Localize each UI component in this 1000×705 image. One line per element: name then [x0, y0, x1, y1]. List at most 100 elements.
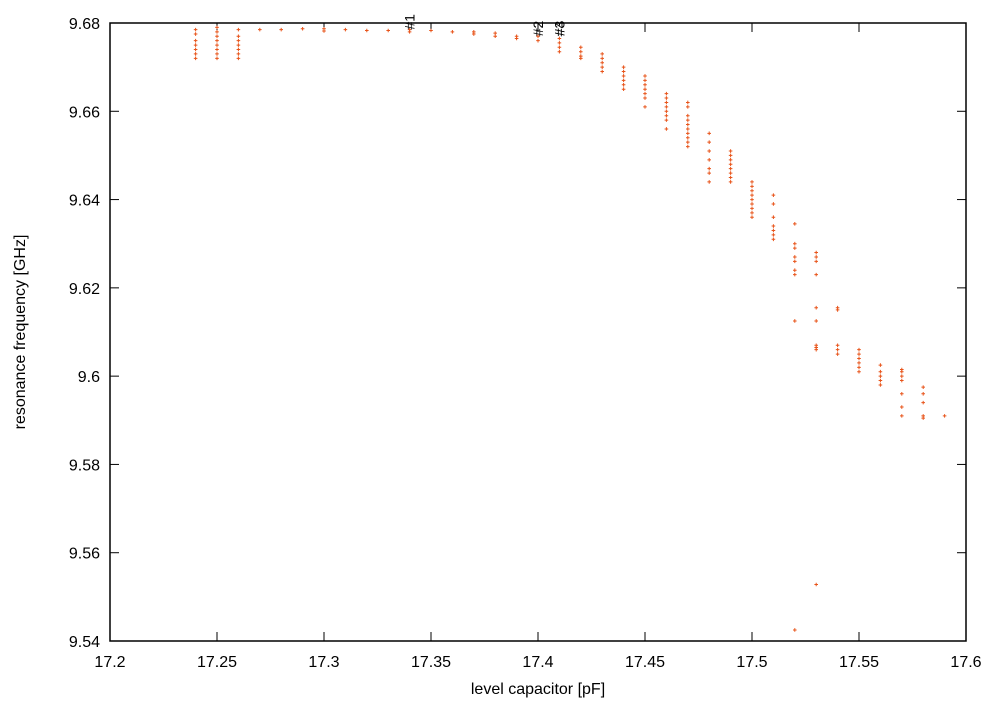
point	[921, 392, 925, 396]
point	[878, 378, 883, 383]
point	[750, 206, 754, 211]
point	[814, 305, 818, 310]
point	[707, 158, 711, 162]
annotation: #3	[551, 20, 567, 36]
point	[728, 162, 733, 167]
point	[193, 38, 198, 43]
point	[771, 224, 776, 228]
point	[728, 175, 733, 180]
point	[793, 222, 797, 226]
point	[215, 52, 219, 56]
point	[728, 166, 733, 171]
point	[557, 45, 562, 50]
point	[835, 343, 840, 348]
point	[750, 211, 754, 215]
point	[472, 32, 476, 36]
point	[921, 385, 925, 389]
y-tick-label: 9.6	[78, 369, 100, 386]
point	[557, 41, 562, 45]
point	[664, 105, 669, 109]
point	[793, 628, 797, 632]
x-tick-label: 17.55	[839, 654, 879, 671]
point	[793, 246, 797, 250]
point	[215, 56, 219, 61]
point	[536, 38, 540, 43]
point	[686, 127, 690, 131]
point	[429, 28, 433, 33]
point	[450, 30, 455, 34]
point	[878, 383, 883, 387]
point	[493, 34, 497, 39]
x-tick-label: 17.3	[308, 654, 339, 671]
point	[878, 369, 883, 374]
point	[793, 319, 797, 323]
y-tick-label: 9.68	[69, 16, 100, 33]
point	[686, 144, 690, 149]
point	[814, 255, 818, 259]
point	[835, 308, 840, 312]
point	[750, 184, 754, 189]
point	[407, 30, 412, 34]
point	[193, 43, 198, 47]
point	[686, 135, 690, 140]
point	[857, 347, 861, 352]
point	[621, 78, 626, 83]
point	[814, 582, 818, 587]
point	[193, 27, 198, 32]
x-axis-label: level capacitor [pF]	[471, 681, 605, 698]
point	[193, 52, 198, 56]
point	[557, 36, 562, 41]
point	[728, 149, 733, 153]
point	[857, 361, 861, 365]
point	[900, 414, 904, 418]
point	[750, 188, 754, 193]
point	[236, 27, 241, 32]
point	[728, 158, 733, 162]
point	[921, 400, 925, 405]
point	[621, 65, 626, 69]
point	[664, 113, 669, 118]
point	[878, 374, 883, 378]
point	[707, 140, 711, 144]
point	[707, 166, 711, 171]
point	[878, 363, 883, 367]
point	[835, 352, 840, 356]
point	[600, 56, 604, 61]
point	[643, 87, 647, 92]
point	[686, 113, 690, 118]
point	[579, 45, 583, 50]
point	[857, 365, 861, 370]
point	[579, 49, 583, 54]
point	[193, 32, 198, 36]
point	[900, 405, 904, 409]
point	[193, 47, 198, 52]
point	[771, 215, 776, 220]
point	[750, 180, 754, 184]
point	[300, 26, 305, 31]
point	[900, 392, 904, 396]
point	[621, 83, 626, 87]
point	[771, 233, 776, 237]
point	[236, 47, 241, 52]
point	[600, 52, 604, 56]
point	[643, 91, 647, 96]
point	[771, 193, 776, 197]
point	[750, 202, 754, 206]
point	[707, 180, 711, 184]
point	[664, 118, 669, 122]
point	[215, 25, 219, 30]
point	[707, 171, 711, 175]
y-tick-label: 9.54	[69, 634, 100, 651]
y-axis-label: resonance frequency [GHz]	[12, 235, 29, 430]
point	[857, 369, 861, 374]
annotation: #1	[402, 14, 418, 30]
point	[600, 60, 604, 65]
point	[664, 100, 669, 105]
x-tick-label: 17.6	[950, 654, 981, 671]
point	[643, 96, 647, 100]
y-tick-label: 9.58	[69, 457, 100, 474]
point	[600, 69, 604, 74]
point	[343, 27, 348, 32]
point	[857, 352, 861, 356]
y-tick-label: 9.64	[69, 193, 100, 210]
